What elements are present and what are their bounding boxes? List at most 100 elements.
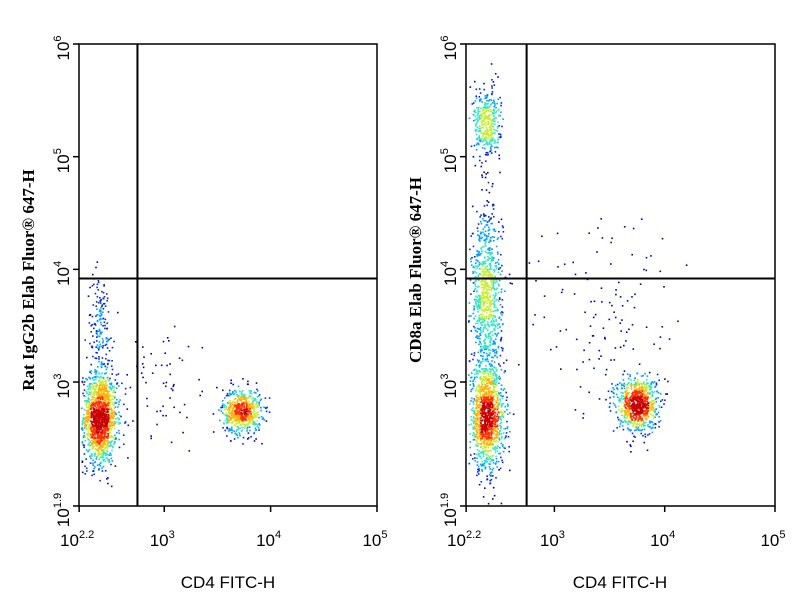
event-dot [474,373,476,375]
event-dot [101,412,104,415]
event-dot [627,408,630,411]
event-dot [501,436,503,438]
event-dot [614,316,617,319]
event-dot [96,455,99,457]
event-dot [248,395,251,397]
event-dot [89,371,91,373]
event-dot [482,313,484,315]
event-dot [485,244,487,247]
event-dot [494,447,496,450]
event-dot [260,398,262,401]
event-dot [485,348,488,350]
event-dot [493,379,496,382]
event-dot [646,425,649,427]
event-dot [489,390,491,393]
event-dot [626,394,628,397]
event-dot [102,443,104,445]
event-dot [475,301,477,303]
event-dot [488,348,490,350]
event-dot [480,231,482,234]
event-dot [633,420,636,423]
event-dot [482,381,484,383]
event-dot [245,415,248,417]
event-dot [497,345,500,348]
event-dot [93,467,95,470]
event-dot [626,386,629,389]
event-dot [574,273,577,276]
event-dot [95,351,97,354]
event-dot [493,117,496,120]
event-dot [81,423,84,426]
event-dot [91,445,94,447]
event-dot [480,309,483,311]
event-dot [474,368,476,371]
event-dot [654,416,656,418]
event-dot [484,460,487,463]
event-dot [493,146,496,149]
event-dot [89,424,91,427]
event-dot [483,118,485,121]
event-dot [493,354,496,357]
event-dot [237,418,240,420]
event-dot [92,446,94,448]
event-dot [101,386,104,388]
event-dot [95,385,97,387]
event-dot [643,386,645,388]
event-dot [490,274,492,276]
event-dot [500,319,502,321]
event-dot [640,420,642,423]
event-dot [105,381,107,383]
event-dot [102,426,104,428]
event-dot [92,442,95,444]
event-dot [478,343,480,346]
event-dot [485,369,487,372]
event-dot [496,333,499,336]
event-dot [484,449,487,452]
event-dot [620,407,623,410]
event-dot [100,438,103,440]
event-dot [116,421,118,424]
event-dot [477,361,480,363]
event-dot [102,432,104,435]
event-dot [485,117,487,120]
event-dot [241,398,243,401]
event-dot [88,401,91,403]
event-dot [87,433,90,436]
event-dot [85,377,87,380]
event-dot [604,373,607,376]
event-dot [490,338,492,340]
event-dot [96,352,98,354]
event-dot [87,430,89,433]
event-dot [500,394,502,397]
event-dot [108,397,111,400]
event-dot [93,455,96,457]
event-dot [118,423,120,425]
event-dot [236,421,238,424]
event-dot [92,437,94,439]
event-dot [628,392,630,394]
event-dot [232,415,235,417]
event-dot [470,408,473,411]
event-dot [479,337,481,340]
event-dot [106,328,108,330]
event-dot [100,321,102,324]
event-dot [105,368,108,371]
event-dot [483,395,485,397]
event-dot [493,328,495,331]
event-dot [550,348,552,351]
event-dot [493,387,495,390]
event-dot [479,155,481,158]
event-dot [497,394,500,396]
event-dot [198,378,200,381]
event-dot [475,430,478,432]
event-dot [491,360,493,362]
event-dot [488,271,490,273]
event-dot [228,419,230,421]
event-dot [476,138,478,140]
event-dot [108,402,110,404]
event-dot [477,310,479,313]
event-dot [497,332,500,334]
event-dot [630,445,632,448]
event-dot [488,323,490,326]
